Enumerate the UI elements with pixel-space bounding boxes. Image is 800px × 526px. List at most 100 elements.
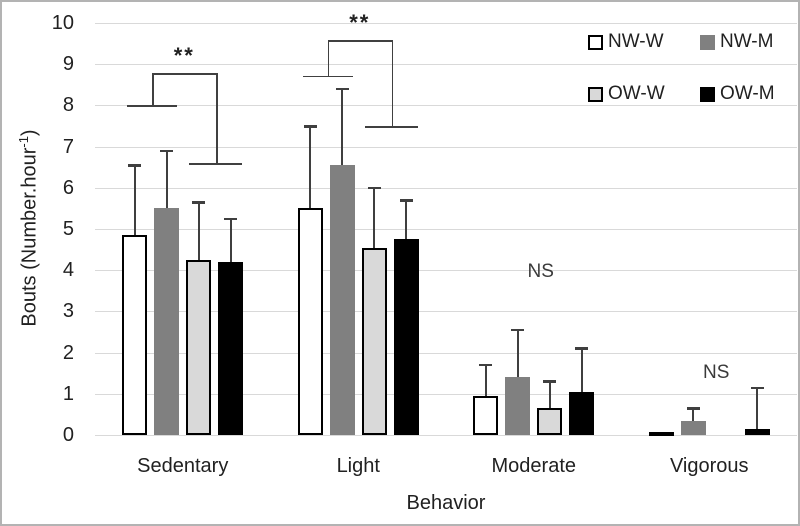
y-axis-title-superscript: -1 (16, 136, 31, 148)
error-bar-cap (686, 407, 700, 410)
y-tick-label: 7 (62, 135, 74, 158)
error-bar (165, 150, 168, 209)
error-bar (133, 165, 136, 236)
y-tick-label: 0 (62, 424, 74, 446)
error-bar-cap (335, 87, 349, 91)
bar-nw-m-light (329, 165, 355, 435)
y-tick-label: 2 (62, 341, 74, 364)
legend-label-ow-m: OW-M (720, 83, 775, 104)
gridline (95, 105, 797, 107)
gridline (95, 311, 797, 313)
bar-nw-w-light (297, 208, 323, 435)
legend-item-ow-m: OW-M (700, 83, 775, 104)
error-bar-cap (192, 201, 206, 204)
legend-swatch-nw-w (588, 34, 603, 50)
error-bar-cap (479, 363, 493, 367)
gridline (95, 23, 797, 24)
category-label-moderate: Moderate (491, 455, 577, 477)
error-bar-cap (750, 386, 764, 390)
bar-ow-m-sedentary (218, 261, 244, 435)
bar-nw-w-sedentary (122, 235, 148, 435)
sig-bracket-right-drop (216, 73, 218, 164)
error-bar-cap (543, 380, 557, 383)
bar-ow-w-sedentary (186, 259, 212, 435)
sig-bracket-left-line (127, 105, 178, 107)
error-bar (373, 187, 376, 248)
gridline (95, 270, 797, 272)
error-bar (484, 364, 487, 396)
y-axis-title: Bouts (Number.hour-1) (16, 78, 42, 378)
error-bar-cap (224, 217, 238, 221)
sig-bracket-right-line (189, 163, 243, 165)
error-bar-cap (160, 149, 174, 153)
legend-item-ow-w: OW-W (588, 83, 665, 104)
significance-label: ** (173, 43, 195, 69)
error-bar (341, 88, 344, 166)
bar-nw-m-moderate (505, 377, 531, 435)
legend-swatch-ow-m (700, 86, 715, 102)
legend-label-ow-w: OW-W (608, 83, 665, 104)
significance-label: ** (349, 10, 371, 36)
y-tick-label: 1 (62, 382, 74, 405)
y-axis-title-text: Bouts (Number.hour (18, 147, 41, 327)
error-bar-cap (575, 347, 589, 350)
sig-bracket-left-drop (152, 73, 154, 106)
gridline (95, 352, 797, 354)
gridline (95, 229, 797, 230)
legend-item-nw-w: NW-W (588, 31, 664, 52)
y-tick-label: 4 (62, 259, 74, 282)
bar-nw-w-vigorous (648, 431, 674, 436)
bar-nw-w-moderate (473, 395, 499, 435)
legend-swatch-ow-w (588, 86, 603, 102)
error-bar-cap (511, 328, 525, 332)
error-bar (580, 348, 583, 392)
ns-label: NS (527, 261, 554, 283)
error-bar (548, 381, 551, 409)
gridline (95, 146, 797, 148)
sig-bracket-left-drop (327, 40, 330, 76)
gridline (95, 64, 797, 66)
sig-bracket-top-line (152, 73, 217, 75)
sig-bracket-right-line (364, 126, 418, 128)
bar-ow-w-light (361, 247, 387, 435)
legend-swatch-nw-m (700, 34, 715, 50)
error-bar (197, 202, 200, 260)
bar-ow-m-light (393, 239, 419, 435)
y-axis-title-close: ) (18, 129, 41, 137)
y-tick-label: 9 (62, 53, 74, 76)
y-tick-label: 6 (62, 176, 74, 199)
bar-ow-m-moderate (569, 391, 595, 435)
bar-nw-m-vigorous (680, 420, 706, 435)
error-bar (229, 218, 232, 262)
error-bar-cap (128, 164, 142, 167)
error-bar-cap (303, 125, 317, 128)
legend-label-nw-m: NW-M (720, 31, 774, 52)
y-tick-label: 10 (51, 12, 74, 34)
gridline (95, 393, 797, 395)
gridline (95, 187, 797, 189)
y-tick-label: 3 (62, 300, 74, 323)
bar-ow-w-moderate (537, 408, 563, 435)
error-bar (756, 387, 759, 429)
error-bar (309, 126, 312, 209)
category-label-vigorous: Vigorous (669, 455, 749, 477)
legend-item-nw-m: NW-M (700, 31, 774, 52)
sig-bracket-right-drop (391, 40, 394, 126)
ns-label: NS (703, 362, 730, 384)
error-bar-cap (367, 186, 381, 190)
legend-label-nw-w: NW-W (608, 31, 664, 52)
bar-nw-m-sedentary (154, 208, 180, 435)
x-axis-title: Behavior (406, 492, 486, 514)
y-tick-label: 8 (62, 94, 74, 117)
category-label-sedentary: Sedentary (137, 455, 229, 477)
gridline (95, 435, 797, 436)
sig-bracket-top-line (327, 40, 392, 42)
bar-ow-m-vigorous (744, 428, 770, 435)
error-bar (516, 329, 519, 378)
sig-bracket-left-line (302, 75, 353, 78)
y-tick-label: 5 (62, 218, 74, 240)
category-label-light: Light (336, 455, 380, 477)
error-bar-cap (399, 199, 413, 202)
